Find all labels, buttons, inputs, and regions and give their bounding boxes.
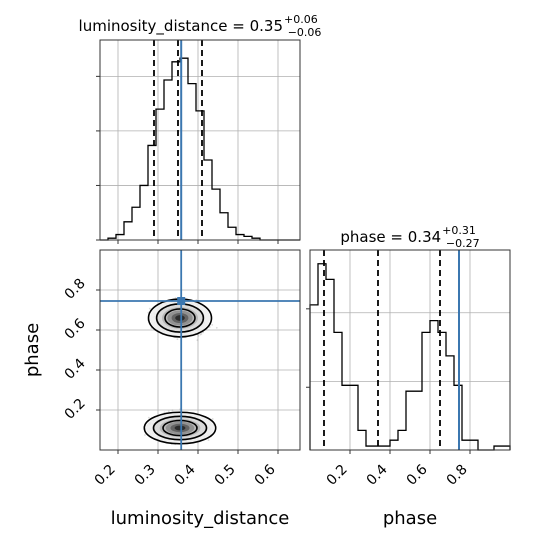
- density-scatter-point: [147, 416, 150, 419]
- density-scatter-point: [208, 326, 211, 328]
- density-scatter-point: [144, 434, 146, 436]
- density-scatter-point: [211, 418, 214, 420]
- density-scatter-point: [197, 334, 200, 337]
- hist-ld-quantile-lines: [153, 40, 203, 240]
- density-frame: [99, 249, 301, 451]
- xlabel-luminosity-distance: luminosity_distance: [111, 508, 290, 529]
- density-fill-mode0-level5: [175, 315, 185, 321]
- density-truth-lines: [100, 250, 300, 450]
- hist-ld-yticks: [96, 75, 279, 244]
- density-scatter-point: [211, 323, 214, 326]
- density-scatter-point: [207, 439, 210, 442]
- density-filled-contours: [146, 300, 214, 443]
- hist-phase-yticks: [306, 308, 310, 388]
- density-scatter-point: [171, 409, 174, 412]
- density-contour-mode1-level2: [162, 419, 198, 437]
- density-scatter-point: [215, 326, 218, 329]
- density-contour-mode1-level0: [143, 411, 217, 445]
- xlabel-phase: phase: [383, 508, 437, 529]
- ylabel-phase: phase: [22, 323, 43, 377]
- hist-ld-step-line: [100, 57, 300, 241]
- density-scatter-point: [167, 410, 170, 413]
- density-scatter-point: [199, 333, 202, 336]
- hist-phase-quantile-lines: [323, 250, 441, 450]
- hist-ld-bars: [100, 57, 300, 241]
- density-scatter-point: [176, 338, 179, 341]
- density-scatter-point: [148, 307, 151, 310]
- hist-phase-grid: [310, 250, 510, 450]
- density-truth-marker: [177, 297, 186, 305]
- hist-phase-frame: [309, 249, 511, 451]
- density-scatter-point: [196, 339, 199, 342]
- density-fill-mode1-level5: [174, 425, 186, 431]
- density-2d-panel: 0.2 0.3 0.4 0.5 0.6 0.20.40.60.8: [62, 249, 301, 489]
- hist-luminosity-distance-panel: luminosity_distance = 0.35+0.06 −0.06: [79, 13, 322, 244]
- hist-phase-bars: [309, 263, 511, 451]
- density-scatter-point: [200, 332, 203, 335]
- title-phase: phase = 0.34+0.31 −0.27: [340, 224, 479, 250]
- density-scatter-point: [174, 297, 177, 299]
- hist-ld-frame: [99, 39, 301, 241]
- density-contour-mode1-level1: [152, 415, 208, 441]
- density-contour-mode0-level2: [164, 308, 196, 328]
- hist-phase-step-line: [309, 263, 511, 451]
- title-luminosity-distance: luminosity_distance = 0.35+0.06 −0.06: [79, 13, 322, 39]
